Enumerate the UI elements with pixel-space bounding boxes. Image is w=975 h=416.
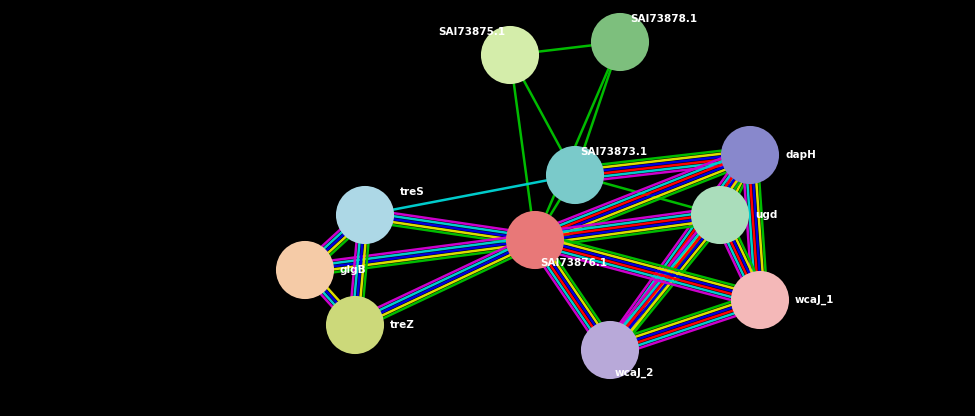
Text: wcaJ_2: wcaJ_2 [615, 368, 654, 378]
Text: SAI73873.1: SAI73873.1 [580, 147, 647, 157]
Circle shape [722, 127, 778, 183]
Circle shape [582, 322, 638, 378]
Text: SAI73876.1: SAI73876.1 [540, 258, 607, 268]
Text: treS: treS [400, 187, 425, 197]
Circle shape [592, 14, 648, 70]
Circle shape [547, 147, 603, 203]
Text: wcaJ_1: wcaJ_1 [795, 295, 835, 305]
Text: treZ: treZ [390, 320, 415, 330]
Circle shape [482, 27, 538, 83]
Circle shape [337, 187, 393, 243]
Text: ugd: ugd [755, 210, 777, 220]
Text: SAI73875.1: SAI73875.1 [438, 27, 505, 37]
Circle shape [327, 297, 383, 353]
Circle shape [692, 187, 748, 243]
Circle shape [277, 242, 333, 298]
Text: dapH: dapH [785, 150, 816, 160]
Circle shape [507, 212, 563, 268]
Text: SAI73878.1: SAI73878.1 [630, 14, 697, 24]
Circle shape [732, 272, 788, 328]
Text: glgB: glgB [340, 265, 367, 275]
